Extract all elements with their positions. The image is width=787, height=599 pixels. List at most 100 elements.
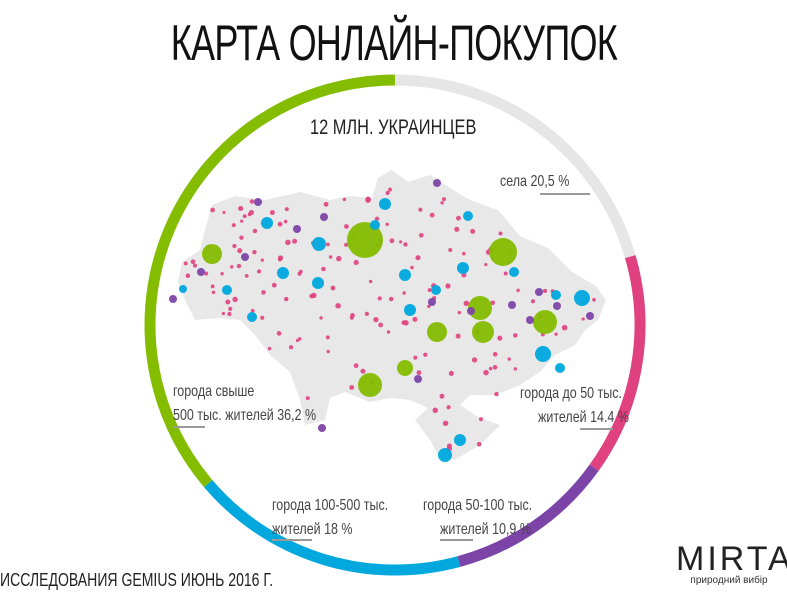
map-dot: [353, 363, 359, 369]
map-dot: [431, 285, 441, 295]
map-dot: [509, 267, 519, 277]
map-dot: [513, 333, 518, 338]
label-villages: села 20,5 %: [500, 173, 570, 190]
map-dot: [463, 300, 470, 307]
map-dot: [247, 212, 252, 217]
map-dot: [492, 352, 498, 357]
map-dot: [418, 207, 423, 212]
map-dot: [231, 223, 236, 228]
label-mid-towns: города 50-100 тыс. жителей 10,9 %: [423, 497, 533, 538]
map-dot: [344, 224, 349, 229]
map-dot: [581, 317, 585, 321]
ring-segment-4: [144, 74, 396, 488]
map-dot: [210, 207, 215, 213]
map-dot: [542, 288, 548, 294]
map-dot: [471, 357, 478, 363]
map-dot: [586, 312, 594, 320]
map-dot: [222, 210, 226, 215]
map-dot: [169, 295, 177, 303]
map-dot: [295, 338, 300, 343]
map-dot: [254, 198, 262, 206]
map-dot: [574, 290, 590, 306]
map-dot: [484, 262, 488, 267]
map-dot: [358, 373, 382, 397]
map-dot: [516, 288, 520, 293]
label-mid-rule: [440, 539, 473, 541]
map-dot: [312, 237, 326, 251]
map-dot: [239, 235, 244, 240]
logo-tagline: природний вибір: [690, 575, 768, 586]
map-dot: [260, 315, 265, 320]
map-dot: [319, 316, 323, 320]
map-dot: [285, 239, 291, 246]
map-dot: [318, 424, 326, 432]
map-dot: [432, 407, 438, 414]
map-dot: [227, 311, 232, 317]
map-dot: [179, 285, 187, 293]
map-dot: [353, 259, 359, 266]
map-dot: [472, 321, 494, 343]
map-dot: [277, 267, 289, 279]
map-dot: [230, 265, 234, 269]
chart-subtitle: 12 МЛН. УКРАИНЦЕВ: [310, 116, 477, 139]
map-dot: [326, 349, 330, 354]
map-dot: [247, 312, 257, 322]
map-dot: [269, 210, 275, 215]
map-dot: [260, 258, 264, 262]
map-dot: [403, 242, 408, 247]
ring-segment-0: [394, 74, 636, 259]
map-dot: [483, 369, 489, 376]
map-dot: [416, 370, 422, 376]
map-dot: [374, 216, 380, 222]
map-dot: [440, 201, 444, 205]
map-dot: [438, 448, 452, 462]
map-dot: [297, 271, 302, 276]
map-dot: [292, 238, 298, 244]
map-dot: [238, 205, 244, 212]
map-dot: [418, 233, 424, 238]
map-dot: [526, 316, 534, 324]
map-dot: [457, 310, 461, 315]
map-dot: [478, 417, 484, 422]
map-dot: [202, 244, 222, 264]
map-dot: [284, 207, 289, 212]
ring-segment-3: [204, 479, 461, 576]
map-dot: [185, 273, 191, 279]
map-dot: [497, 335, 503, 341]
label-large-cities: города 100-500 тыс. жителей 18 %: [272, 497, 389, 538]
label-small-rule: [580, 428, 613, 430]
map-dot: [433, 179, 441, 187]
map-dot: [325, 335, 330, 340]
map-dot: [535, 288, 543, 296]
map-dot: [321, 266, 326, 272]
map-dot: [328, 255, 333, 259]
map-dot: [349, 385, 355, 390]
map-dot: [592, 297, 596, 302]
map-dot: [508, 301, 516, 309]
ring-segment-1: [589, 255, 646, 471]
map-dot: [385, 190, 390, 195]
map-dot: [533, 310, 557, 334]
map-dot: [399, 240, 403, 244]
map-dot: [413, 355, 418, 360]
map-dot: [503, 271, 508, 276]
map-dot: [463, 211, 473, 221]
map-dot: [423, 352, 428, 357]
ring-segment-2: [457, 464, 599, 567]
map-dot: [222, 285, 232, 295]
mirta-logo: MIRTA природний вибір: [676, 540, 787, 586]
map-dot: [447, 443, 452, 449]
map-dot: [377, 296, 382, 301]
map-dot: [427, 304, 431, 309]
map-dot: [441, 197, 447, 202]
map-dot: [456, 215, 461, 221]
map-dot: [427, 288, 432, 292]
map-dot: [277, 257, 283, 262]
map-dot: [535, 346, 551, 362]
map-dot: [190, 259, 196, 265]
map-dot: [288, 345, 294, 350]
map-dot: [197, 268, 205, 276]
map-dot: [554, 332, 558, 336]
map-dot: [378, 322, 384, 328]
map-dot: [470, 228, 476, 234]
